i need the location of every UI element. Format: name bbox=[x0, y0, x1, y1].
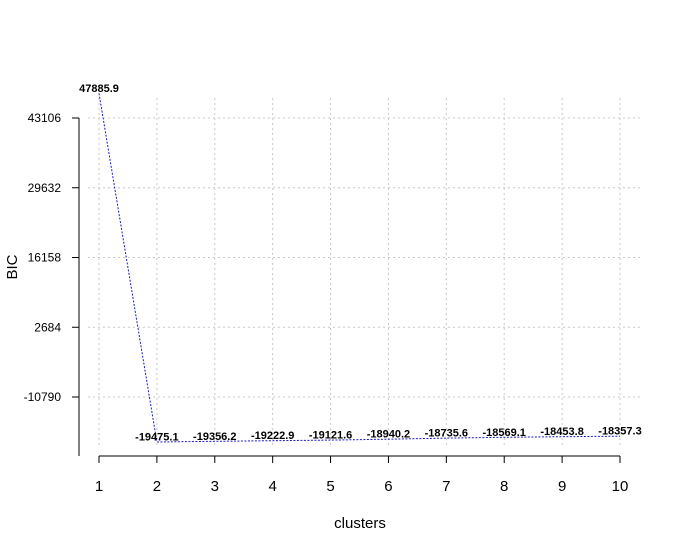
y-tick-label: 43106 bbox=[28, 111, 62, 125]
y-tick-label: 16158 bbox=[28, 251, 62, 265]
x-tick-label: 9 bbox=[558, 478, 566, 495]
data-label: 47885.9 bbox=[79, 83, 119, 95]
x-tick-label: 8 bbox=[500, 478, 508, 495]
x-tick-label: 7 bbox=[442, 478, 450, 495]
series-group bbox=[98, 93, 621, 443]
y-tick-label: 2684 bbox=[34, 320, 61, 334]
x-tick-label: 1 bbox=[95, 478, 103, 495]
data-label: -18569.1 bbox=[483, 427, 526, 439]
data-label: -19121.6 bbox=[309, 430, 352, 442]
data-label: -19356.2 bbox=[193, 431, 236, 443]
x-tick-label: 10 bbox=[612, 478, 629, 495]
data-label: -18735.6 bbox=[425, 428, 468, 440]
x-tick-label: 6 bbox=[384, 478, 392, 495]
y-axis: -10790 2684 16158 29632 43106 bbox=[24, 111, 80, 456]
y-axis-title: BIC bbox=[4, 254, 21, 279]
x-tick-label: 3 bbox=[211, 478, 219, 495]
data-labels: 47885.9 -19475.1 -19356.2 -19222.9 -19121.6 -… bbox=[79, 83, 642, 444]
series-line bbox=[98, 93, 621, 443]
data-label: -18453.8 bbox=[540, 426, 583, 438]
data-label: -19475.1 bbox=[135, 431, 178, 443]
x-tick-label: 2 bbox=[153, 478, 161, 495]
y-tick-label: -10790 bbox=[24, 390, 62, 404]
x-axis: 1 2 3 4 5 6 7 8 9 10 bbox=[95, 455, 629, 495]
grid bbox=[88, 98, 640, 446]
data-label: -19222.9 bbox=[251, 430, 294, 442]
x-tick-label: 5 bbox=[326, 478, 334, 495]
data-label: -18357.3 bbox=[598, 426, 641, 438]
x-tick-label: 4 bbox=[268, 478, 276, 495]
data-label: -18940.2 bbox=[367, 429, 410, 441]
y-tick-label: 29632 bbox=[28, 181, 62, 195]
x-axis-title: clusters bbox=[334, 515, 386, 532]
